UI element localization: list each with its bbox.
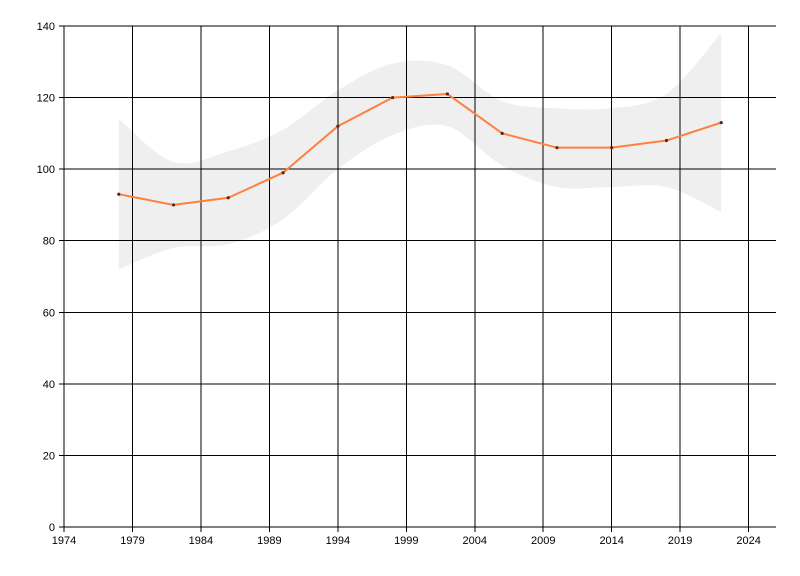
grid-layer [64, 25, 776, 527]
x-tick-label: 2024 [736, 535, 760, 547]
y-tick-label: 40 [43, 379, 55, 391]
confidence-band-layer [118, 33, 722, 270]
y-tick-label: 120 [37, 93, 55, 105]
x-tick-label: 2014 [599, 535, 623, 547]
x-tick-label: 1979 [120, 535, 144, 547]
x-tick-label: 1974 [52, 535, 76, 547]
x-tick-label: 1994 [326, 535, 350, 547]
data-point [171, 203, 176, 207]
data-point [500, 131, 504, 135]
data-point [391, 95, 395, 100]
data-point [445, 92, 449, 96]
y-tick-label: 60 [43, 307, 55, 319]
tick-label-layer: 1974 1979 1984 1989 1994 1999 2004 2009 2014 2019… [37, 21, 761, 547]
x-tick-label: 1984 [189, 535, 213, 547]
y-tick-label: 20 [43, 450, 55, 462]
x-tick-label: 2004 [463, 535, 487, 547]
data-point [610, 146, 614, 150]
data-point [555, 146, 559, 150]
confidence-band [118, 33, 722, 270]
data-point [281, 171, 285, 175]
x-tick-label: 2009 [531, 535, 555, 547]
x-tick-label: 1999 [394, 535, 418, 547]
x-tick-label: 1989 [257, 535, 281, 547]
y-tick-label: 80 [43, 236, 55, 248]
axis-layer [59, 25, 776, 532]
x-tick-label: 2019 [668, 535, 692, 547]
data-point [117, 192, 121, 196]
data-point [719, 121, 723, 125]
y-tick-label: 140 [37, 21, 55, 33]
y-tick-label: 100 [37, 164, 55, 176]
data-point [336, 124, 340, 128]
data-point [664, 138, 669, 143]
y-tick-label: 0 [49, 522, 55, 534]
series-line [118, 92, 722, 206]
series-layer [117, 92, 723, 207]
data-point [226, 196, 230, 200]
